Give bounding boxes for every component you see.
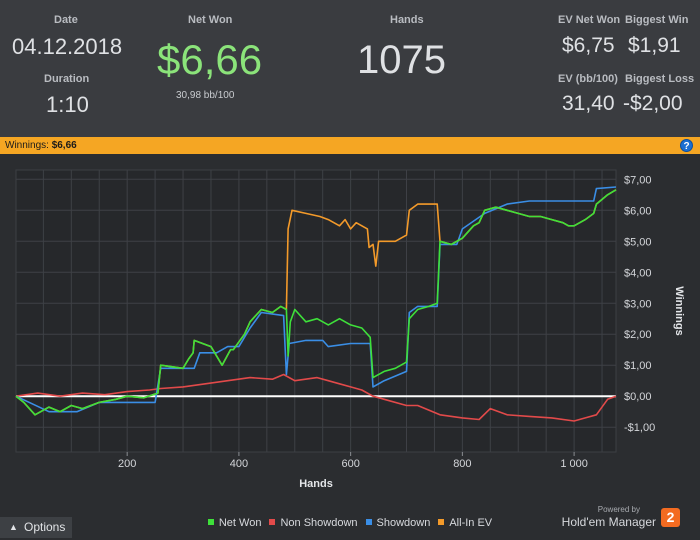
brand-name: Hold'em Manager: [561, 515, 656, 529]
net-won-value: $6,66: [157, 36, 263, 83]
legend-item[interactable]: All-In EV: [438, 517, 492, 529]
winnings-chart-area: -$1,00 $0,00 $1,00 $2,00 $3,00 $4,00 $5,00 $6,0…: [0, 154, 700, 540]
series-line-non-showdown: [15, 373, 617, 422]
legend-swatch: [207, 519, 214, 526]
help-icon[interactable]: ?: [680, 139, 693, 152]
chevron-up-icon: ▲: [9, 522, 18, 532]
x-tick-label: 1 000: [560, 458, 588, 470]
legend-label: Net Won: [218, 517, 262, 529]
biggest-win-value: $1,91: [628, 34, 681, 57]
legend-swatch: [269, 519, 276, 526]
x-tick-label: 400: [230, 458, 248, 470]
date-value: 04.12.2018: [12, 34, 123, 59]
duration-value: 1:10: [46, 92, 89, 117]
options-button[interactable]: ▲ Options: [0, 517, 72, 538]
winnings-banner: Winnings: $6,66 ?: [0, 137, 700, 154]
biggest-loss-value: -$2,00: [623, 92, 683, 115]
x-axis-title: Hands: [299, 478, 333, 490]
winnings-label: Winnings:: [5, 140, 49, 151]
y-tick-label: $6,00: [624, 205, 652, 217]
ev-net-won-label: EV Net Won: [558, 14, 621, 26]
legend-swatch: [365, 519, 372, 526]
powered-by-text: Powered by: [597, 505, 640, 514]
date-label: Date: [54, 14, 78, 26]
legend-item[interactable]: Net Won: [207, 517, 262, 529]
y-axis-title: Winnings: [673, 286, 685, 335]
net-won-bb: 30,98 bb/100: [176, 90, 235, 101]
legend-label: Non Showdown: [280, 517, 358, 529]
net-won-label: Net Won: [188, 14, 233, 26]
legend-item[interactable]: Non Showdown: [269, 517, 358, 529]
hands-value: 1075: [357, 38, 446, 82]
y-tick-label: $7,00: [624, 174, 652, 186]
ev-net-won-value: $6,75: [562, 34, 615, 57]
ev-bb-label: EV (bb/100): [558, 73, 618, 85]
winnings-chart: -$1,00 $0,00 $1,00 $2,00 $3,00 $4,00 $5,00 $6,0…: [15, 169, 685, 490]
y-tick-label: $3,00: [624, 298, 652, 310]
chart-legend: Net Won Non Showdown Showdown All-In EV: [0, 517, 700, 533]
options-label: Options: [24, 520, 66, 534]
legend-item[interactable]: Showdown: [365, 517, 431, 529]
ev-bb-value: 31,40: [562, 92, 615, 115]
duration-label: Duration: [44, 73, 90, 85]
x-tick-label: 200: [118, 458, 136, 470]
winnings-value: $6,66: [51, 140, 77, 151]
legend-swatch: [438, 519, 445, 526]
biggest-loss-label: Biggest Loss: [625, 73, 695, 85]
y-tick-label: $5,00: [624, 236, 652, 248]
y-tick-label: $0,00: [624, 391, 652, 403]
winnings-banner-text: Winnings: $6,66: [5, 137, 77, 154]
y-tick-label: $4,00: [624, 267, 652, 279]
x-tick-label: 600: [341, 458, 359, 470]
legend-label: All-In EV: [449, 517, 493, 529]
brand-block: Powered by Hold'em Manager 2: [562, 505, 680, 529]
plot-background: [15, 169, 617, 453]
holdem-manager-logo: 2: [661, 508, 680, 527]
y-tick-label: $2,00: [624, 329, 652, 341]
y-tick-label: $1,00: [624, 360, 652, 372]
x-tick-label: 800: [453, 458, 471, 470]
y-tick-label: -$1,00: [624, 422, 655, 434]
series-line-net-won: [15, 189, 617, 416]
hands-label: Hands: [390, 14, 424, 26]
series-line-showdown: [15, 186, 617, 413]
legend-label: Showdown: [376, 517, 431, 529]
biggest-win-label: Biggest Win: [625, 14, 689, 26]
stats-panel: Date 04.12.2018 Duration 1:10 Net Won $6…: [0, 0, 700, 137]
